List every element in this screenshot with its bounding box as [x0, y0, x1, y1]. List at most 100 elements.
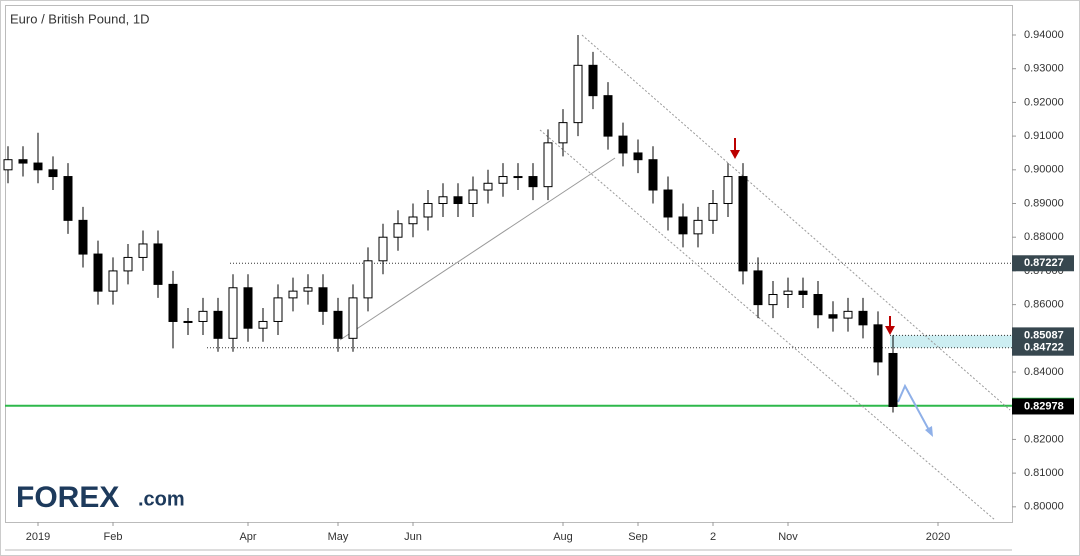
candle-body: [3, 159, 13, 171]
y-tick-label: 0.92000: [1024, 96, 1064, 108]
price-tag-label: 0.87227: [1024, 257, 1064, 269]
candle-body: [303, 287, 313, 292]
candle-body: [198, 310, 208, 322]
candle-body: [873, 324, 883, 363]
chart-title: Euro / British Pound, 1D: [10, 11, 149, 26]
y-tick-label: 0.88000: [1024, 231, 1064, 243]
candle-body: [318, 287, 328, 312]
candle-body: [603, 95, 613, 137]
y-tick-label: 0.94000: [1024, 29, 1064, 41]
y-tick-label: 0.86000: [1024, 299, 1064, 311]
candle-body: [558, 122, 568, 144]
candle-body: [468, 189, 478, 205]
candle-body: [333, 310, 343, 339]
arrow-head: [925, 426, 933, 437]
price-tag-label: 0.84722: [1024, 342, 1064, 354]
candle-body: [33, 162, 43, 171]
candle-body: [783, 290, 793, 296]
channel-line: [581, 34, 1011, 411]
candle-body: [63, 176, 73, 221]
price-tag-label: 0.85087: [1024, 329, 1064, 341]
candle-body: [528, 176, 538, 188]
candle-body: [483, 182, 493, 191]
y-tick-label: 0.80000: [1024, 501, 1064, 513]
candle-body: [348, 297, 358, 339]
candle-body: [153, 243, 163, 285]
candle-body: [723, 176, 733, 205]
candle-body: [228, 287, 238, 339]
candle-body: [183, 320, 193, 323]
candle-body: [693, 219, 703, 235]
candle-body: [813, 294, 823, 316]
candle-body: [618, 135, 628, 154]
arrow-head: [730, 150, 740, 159]
candle-body: [663, 189, 673, 218]
candle-body: [588, 64, 598, 97]
candle-body: [828, 314, 838, 319]
candle-body: [438, 196, 448, 205]
y-tick-label: 0.82000: [1024, 433, 1064, 445]
x-tick-label: Feb: [104, 531, 123, 543]
x-tick-label: 2020: [926, 531, 950, 543]
candle-body: [18, 159, 28, 164]
x-tick-label: Nov: [778, 531, 798, 543]
candle-body: [123, 256, 133, 272]
y-tick-label: 0.89000: [1024, 197, 1064, 209]
candle-body: [288, 290, 298, 299]
candle-body: [753, 270, 763, 306]
candle-body: [108, 270, 118, 292]
candle-body: [423, 203, 433, 218]
y-tick-label: 0.81000: [1024, 467, 1064, 479]
x-tick-label: Aug: [553, 531, 573, 543]
x-tick-label: Sep: [628, 531, 648, 543]
candle-body: [573, 64, 583, 124]
candle-body: [48, 169, 58, 178]
candle-body: [168, 283, 178, 322]
candle-body: [648, 159, 658, 191]
projection-arrow: [897, 383, 931, 433]
candle-body: [408, 216, 418, 225]
candle-body: [843, 310, 853, 319]
candle-body: [738, 176, 748, 272]
candle-body: [273, 297, 283, 322]
y-tick-label: 0.91000: [1024, 130, 1064, 142]
candle-body: [213, 310, 223, 339]
x-tick-label: 2: [710, 531, 716, 543]
logo-suffix: .com: [138, 488, 185, 510]
candle-body: [633, 152, 643, 161]
candle-body: [513, 176, 523, 179]
x-tick-label: 2019: [26, 531, 50, 543]
candle-body: [93, 253, 103, 292]
candle-body: [678, 216, 688, 235]
candle-body: [393, 223, 403, 238]
candle-body: [768, 294, 778, 306]
candle-body: [543, 142, 553, 188]
candle-body: [258, 320, 268, 329]
x-tick-label: Apr: [239, 531, 256, 543]
candle-body: [363, 260, 373, 299]
drawings: [339, 34, 1011, 521]
candle-body: [138, 243, 148, 258]
price-tag: [1012, 255, 1074, 272]
y-tick-label: 0.90000: [1024, 164, 1064, 176]
x-tick-label: May: [328, 531, 349, 543]
y-tick-label: 0.93000: [1024, 63, 1064, 75]
price-tag: [1012, 398, 1074, 415]
candle-body: [378, 236, 388, 262]
candle-body: [243, 287, 253, 329]
y-tick-label: 0.84000: [1024, 366, 1064, 378]
price-tag-label: 0.82978: [1024, 400, 1064, 412]
logo: FOREX: [16, 481, 119, 514]
candle-body: [888, 352, 898, 407]
candle-body: [708, 203, 718, 221]
zone: [890, 335, 1012, 348]
price-tag: [1012, 327, 1074, 344]
candle-body: [498, 176, 508, 184]
candle-body: [78, 219, 88, 255]
candle-body: [453, 196, 463, 205]
arrow-head: [885, 326, 895, 335]
trend-line: [339, 157, 616, 341]
price-tag: [1012, 339, 1074, 356]
